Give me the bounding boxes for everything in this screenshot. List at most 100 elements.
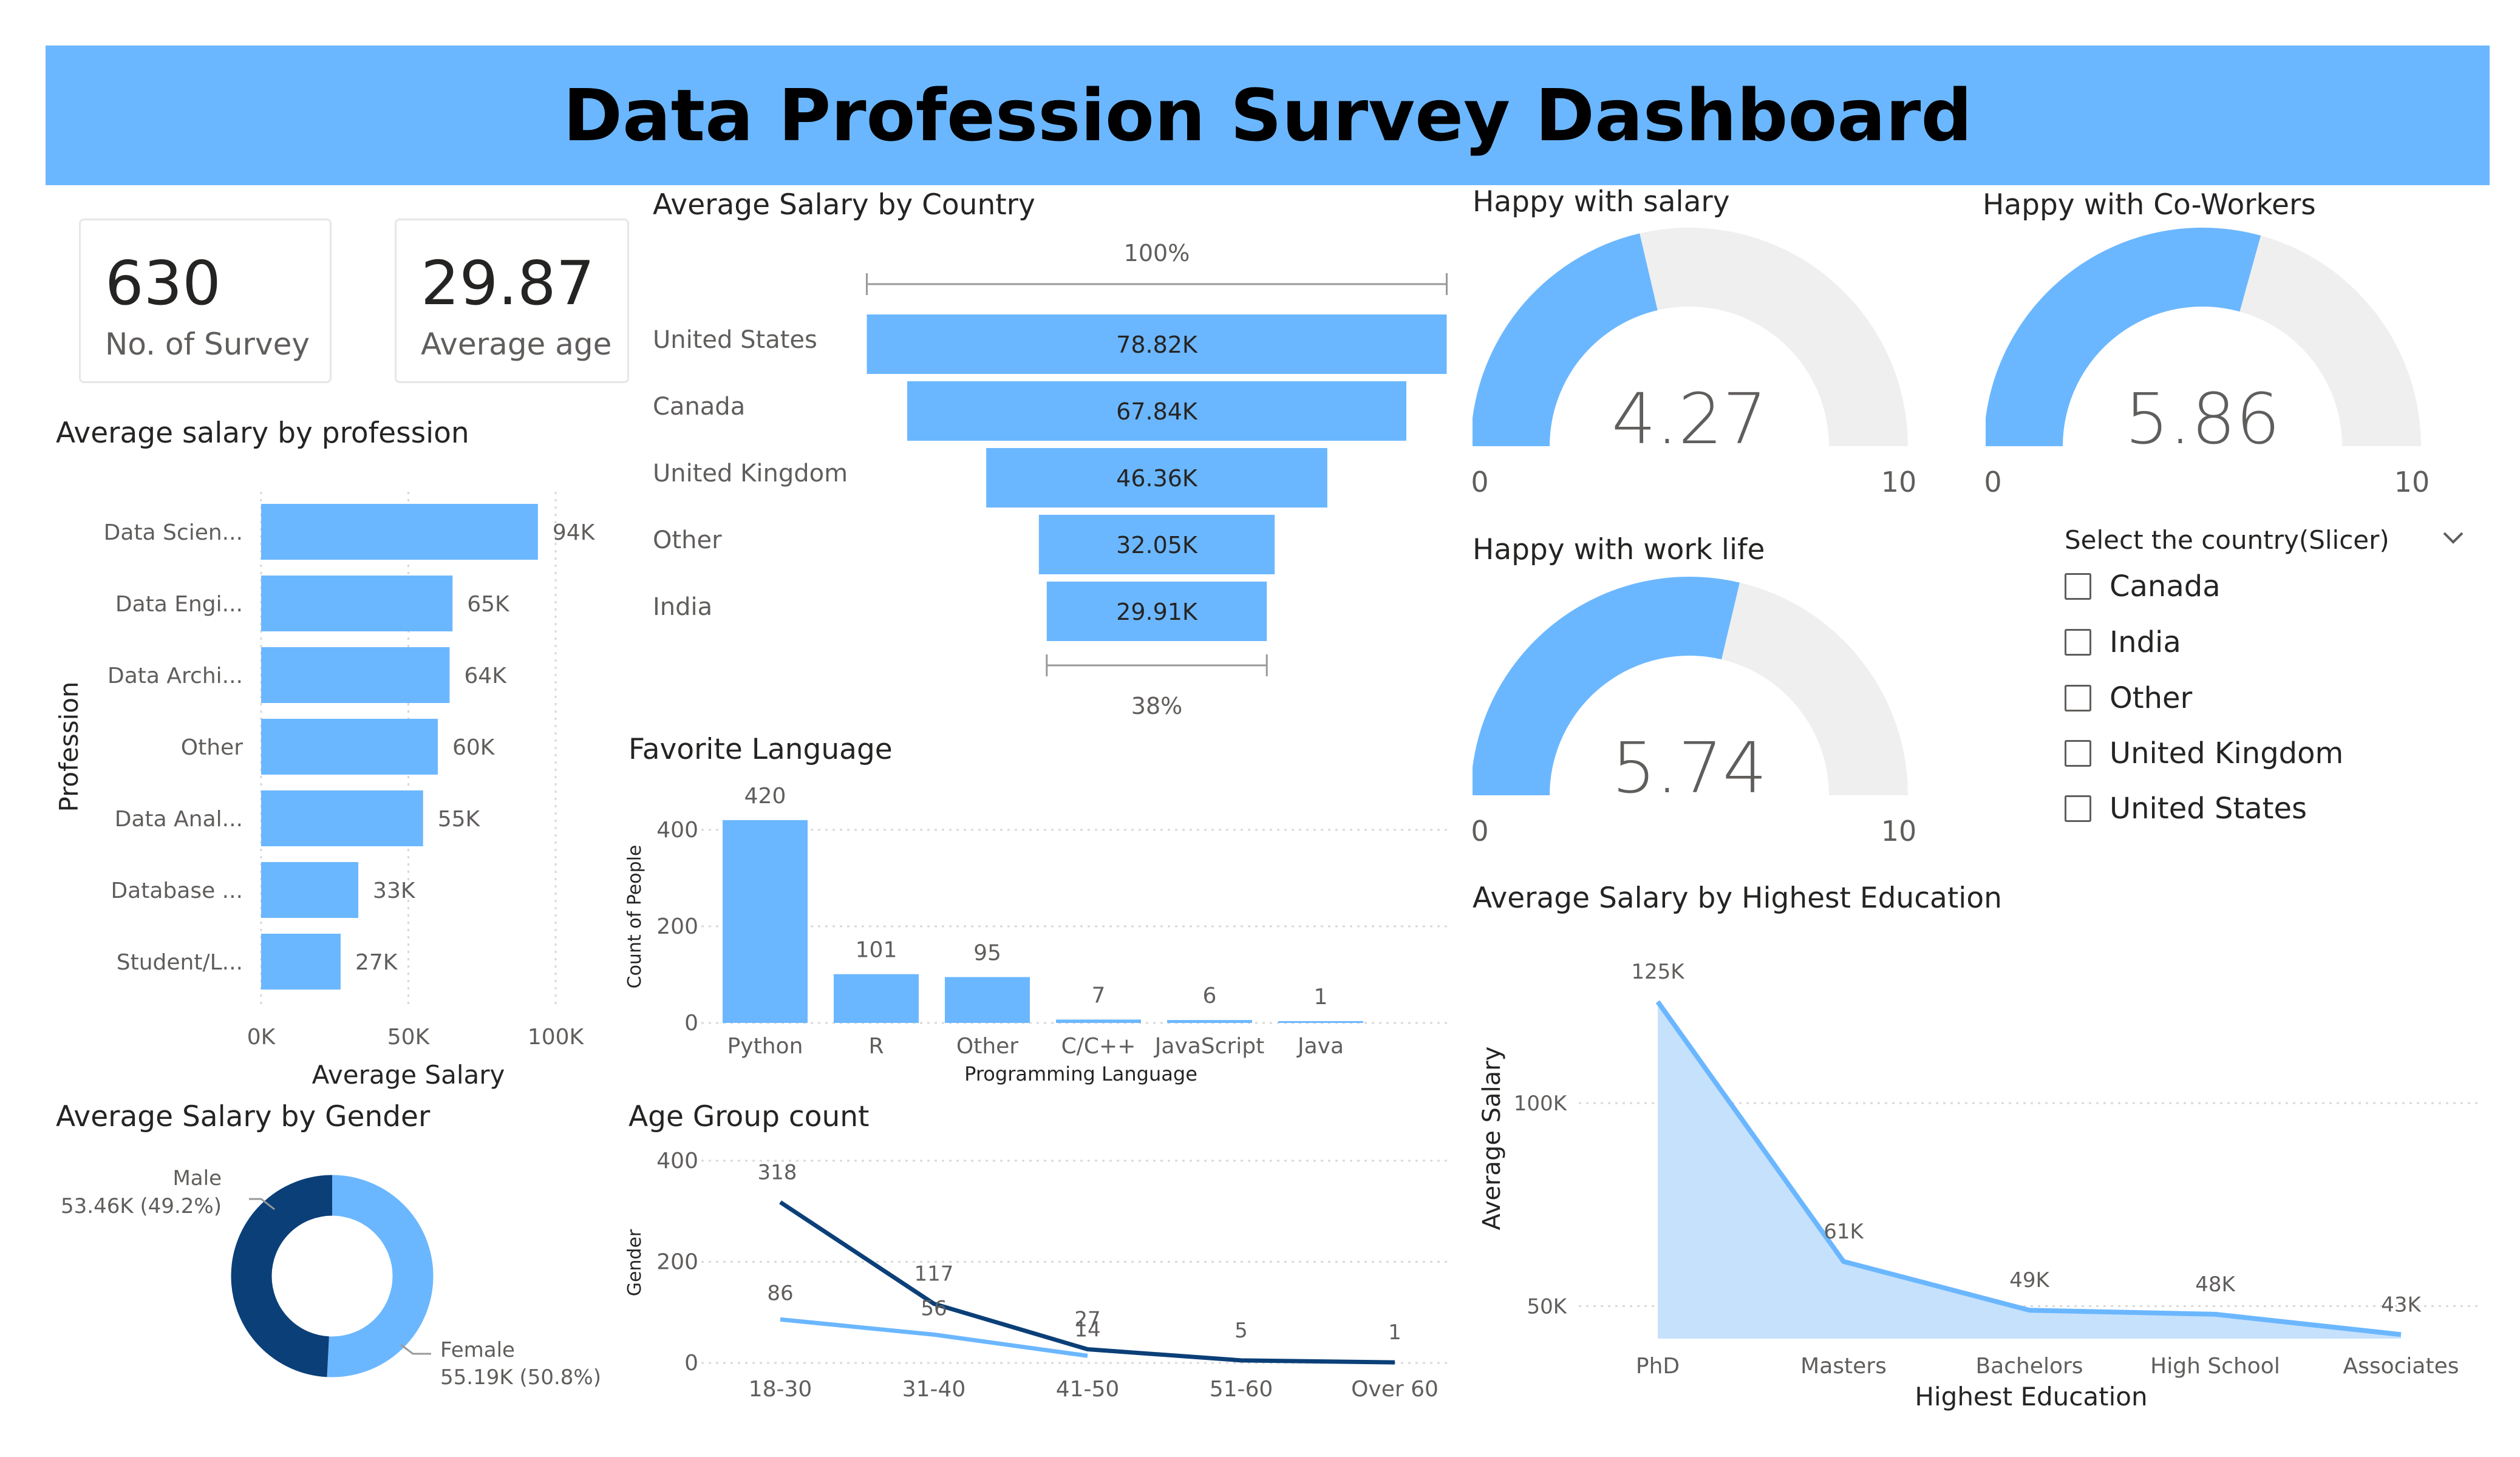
kpi-label: Average age: [421, 327, 612, 362]
slicer-option-canada[interactable]: Canada: [2065, 569, 2221, 603]
y-axis-title: Gender: [624, 1229, 645, 1296]
funnel-bottom-percent: 38%: [1131, 693, 1182, 719]
gauge-min-label: 0: [1473, 815, 1489, 847]
bar: [945, 977, 1030, 1023]
checkbox[interactable]: [2065, 795, 2091, 822]
y-tick-label: 400: [656, 1149, 698, 1173]
bar: [261, 647, 450, 703]
category-label: United States: [653, 326, 817, 354]
category-label: Data Engi...: [115, 592, 243, 617]
x-tick-label: 50K: [387, 1025, 431, 1050]
category-label: JavaScript: [1154, 1034, 1264, 1059]
profession-chart-title: Average salary by profession: [56, 416, 469, 450]
x-axis-title: Average Salary: [312, 1060, 505, 1090]
data-label: 27K: [355, 950, 398, 975]
checkbox[interactable]: [2065, 685, 2091, 712]
donut-slice-male: [231, 1175, 434, 1377]
data-label: 78.82K: [1116, 331, 1198, 358]
country-funnel-chart[interactable]: 100% United States 78.82K Canada 67.84K Unite…: [644, 228, 1469, 732]
x-axis-title: Programming Language: [964, 1062, 1197, 1085]
data-label: 32.05K: [1116, 532, 1198, 559]
data-label: 318: [758, 1160, 797, 1184]
checkbox[interactable]: [2065, 573, 2091, 600]
age-chart-title: Age Group count: [628, 1100, 870, 1133]
kpi-value: 29.87: [421, 248, 595, 319]
category-label: Bachelors: [1975, 1354, 2083, 1379]
category-label: 18-30: [749, 1377, 812, 1402]
gauge-min-label: 0: [1986, 466, 2002, 498]
gauge-min-label: 0: [1473, 466, 1489, 498]
data-label: 67.84K: [1116, 398, 1198, 425]
category-label: Masters: [1800, 1354, 1887, 1379]
slicer-option-label: United Kingdom: [2110, 736, 2344, 770]
gauge-worklife-title: Happy with work life: [1473, 533, 1765, 566]
y-tick-label: 200: [656, 914, 698, 939]
gender-donut-chart[interactable]: Male 53.46K (49.2%) Female 55.19K (50.8%): [49, 1141, 613, 1408]
gauge-value: 5.86: [2125, 379, 2280, 460]
slicer-option-united-kingdom[interactable]: United Kingdom: [2065, 736, 2343, 770]
bar: [834, 974, 919, 1023]
data-label: 46.36K: [1116, 465, 1198, 492]
gauge-salary[interactable]: 4.27 0 10: [1473, 219, 1952, 510]
slicer-option-label: Canada: [2110, 569, 2221, 603]
bar: [261, 504, 538, 560]
funnel-bar: [907, 381, 1406, 441]
data-label: 94K: [553, 520, 596, 545]
bar: [723, 820, 808, 1023]
gauge-coworkers[interactable]: 5.86 0 10: [1986, 219, 2465, 510]
language-chart-title: Favorite Language: [628, 733, 893, 766]
bar: [261, 719, 438, 775]
x-axis-title: Highest Education: [1915, 1382, 2147, 1411]
series-line: [780, 1317, 1088, 1358]
category-label: Other: [653, 526, 722, 554]
language-column-chart[interactable]: 0 200 400 420 Python 101 R 95 Other 7 C/C++ 6 JavaSc…: [619, 777, 1469, 1099]
checkbox[interactable]: [2065, 629, 2091, 656]
data-label: 55K: [438, 807, 481, 832]
gauge-value: 4.27: [1612, 379, 1767, 460]
data-label: 33K: [373, 878, 416, 903]
gauge-worklife[interactable]: 5.74 0 10: [1473, 568, 1952, 859]
chevron-down-icon[interactable]: [2438, 522, 2468, 552]
y-tick-label: 200: [656, 1250, 698, 1275]
y-tick-label: 400: [656, 818, 698, 843]
data-label: 5: [1234, 1319, 1248, 1343]
country-slicer[interactable]: Select the country(Slicer) Canada India …: [2065, 522, 2490, 838]
y-tick-label: 100K: [1514, 1092, 1568, 1116]
slicer-option-other[interactable]: Other: [2065, 681, 2192, 715]
category-label: R: [868, 1034, 884, 1059]
y-tick-label: 50K: [1527, 1295, 1567, 1319]
gauge-salary-title: Happy with salary: [1473, 185, 1730, 219]
category-label: PhD: [1636, 1354, 1680, 1379]
bar: [1056, 1019, 1141, 1023]
data-label: 56: [921, 1296, 947, 1320]
kpi-card-survey-count[interactable]: 630 No. of Survey: [79, 219, 332, 383]
x-tick-label: 0K: [247, 1025, 276, 1050]
data-label: 64K: [464, 664, 507, 688]
slicer-option-india[interactable]: India: [2065, 625, 2181, 659]
slice-name: Female: [440, 1338, 515, 1362]
category-label: India: [653, 593, 712, 621]
gauge-coworkers-title: Happy with Co-Workers: [1983, 188, 2316, 222]
data-label: 101: [856, 938, 897, 963]
data-label: 1: [1388, 1320, 1401, 1345]
slicer-option-united-states[interactable]: United States: [2065, 792, 2307, 826]
kpi-card-average-age[interactable]: 29.87 Average age: [395, 219, 629, 383]
y-axis-title: Count of People: [624, 845, 645, 989]
age-line-chart[interactable]: 0 200 400 18-30 31-40 41-50 51-60 Over 60 318 117…: [619, 1141, 1469, 1408]
category-label: Java: [1296, 1034, 1344, 1059]
country-chart-title: Average Salary by Country: [653, 188, 1035, 222]
slicer-header[interactable]: Select the country(Slicer): [2065, 522, 2490, 559]
y-axis-title: Average Salary: [1478, 1047, 1506, 1231]
data-label: 14: [1074, 1317, 1100, 1342]
area-fill: [1658, 1002, 2401, 1339]
data-label: 43K: [2381, 1292, 2422, 1317]
leader-line: [400, 1343, 431, 1355]
profession-bar-chart[interactable]: 0K 50K 100K Data Scien... 94K Data Engi... 65K…: [43, 461, 625, 1099]
category-label: 51-60: [1210, 1377, 1273, 1402]
data-label: 60K: [452, 735, 495, 760]
kpi-value: 630: [105, 248, 221, 319]
header-banner: [46, 46, 2490, 185]
checkbox[interactable]: [2065, 740, 2091, 767]
education-area-chart[interactable]: 50K 100K 125K PhD 61K Masters 49K Bachelors 48K H…: [1457, 935, 2490, 1421]
category-label: United Kingdom: [653, 460, 848, 487]
